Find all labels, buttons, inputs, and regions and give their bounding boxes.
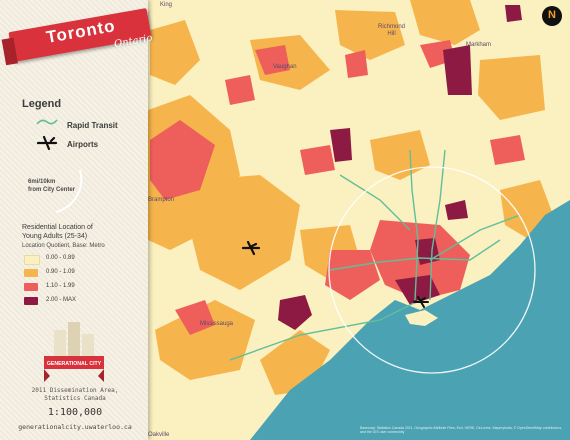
legend-airports-label: Airports: [67, 140, 99, 149]
legend-panel: Toronto Ontario Legend Rapid Transit Air…: [0, 0, 153, 440]
rapid-transit-lines: [229, 149, 521, 361]
airport-marker-pearson: [241, 240, 261, 256]
place-label-markham: Markham: [466, 42, 492, 48]
transit-line-icon: [36, 119, 58, 125]
class-label: 0.00 - 0.89: [46, 255, 75, 261]
class-swatch: [24, 283, 38, 291]
source-line2: Statistics Canada: [44, 395, 106, 402]
legend-heading: Legend: [22, 98, 62, 110]
website-url: generationalcity.uwaterloo.ca: [18, 423, 132, 431]
generational-city-logo: GENERATIONAL CITY: [44, 322, 104, 382]
place-label-richmond-line2: Hill: [387, 31, 396, 37]
distance-ring: [328, 166, 536, 374]
place-label-richmond-line1: Richmond: [378, 24, 406, 30]
distance-ring-icon: [55, 169, 83, 213]
data-source: 2011 Dissemination Area, Statistics Cana…: [10, 387, 140, 403]
north-arrow: N: [542, 6, 562, 26]
class-label: 2.00 - MAX: [46, 297, 77, 303]
place-label-mississauga: Mississauga: [200, 321, 234, 327]
distance-line2: from City Center: [28, 187, 76, 193]
variable-title-line2: Young Adults (25-34): [22, 233, 88, 240]
svg-text:GENERATIONAL CITY: GENERATIONAL CITY: [47, 361, 102, 367]
place-label-brampton: Brampton: [148, 197, 175, 203]
variable-title-line1: Residential Location of: [22, 224, 93, 231]
class-label: 1.10 - 1.99: [46, 283, 75, 289]
class-swatch: [24, 297, 38, 305]
airplane-icon: [36, 136, 58, 150]
map-scale: 1:100,000: [47, 407, 103, 418]
distance-line1: 6mi/10km: [28, 179, 56, 185]
class-label: 0.90 - 1.09: [46, 269, 75, 275]
legend-distance-label: 6mi/10km from City Center: [28, 178, 75, 194]
place-label-vaughan: Vaughan: [273, 64, 297, 70]
variable-subtitle: Location Quotient, Base: Metro: [22, 243, 105, 249]
airport-marker-island: [413, 296, 429, 308]
place-label-king: King: [160, 2, 173, 8]
place-label-oakville: Oakville: [148, 432, 170, 438]
basemap-credit: Basemap: Statistics Canada 2011, Geograp…: [360, 426, 563, 434]
place-label-richmond-hill: Richmond Hill: [378, 24, 405, 38]
north-letter: N: [548, 9, 556, 21]
legend-rapid-transit-label: Rapid Transit: [67, 121, 118, 130]
class-swatch: [24, 255, 40, 265]
source-line1: 2011 Dissemination Area,: [31, 387, 119, 394]
class-swatch: [24, 269, 38, 277]
variable-title: Residential Location of Young Adults (25…: [22, 223, 93, 241]
